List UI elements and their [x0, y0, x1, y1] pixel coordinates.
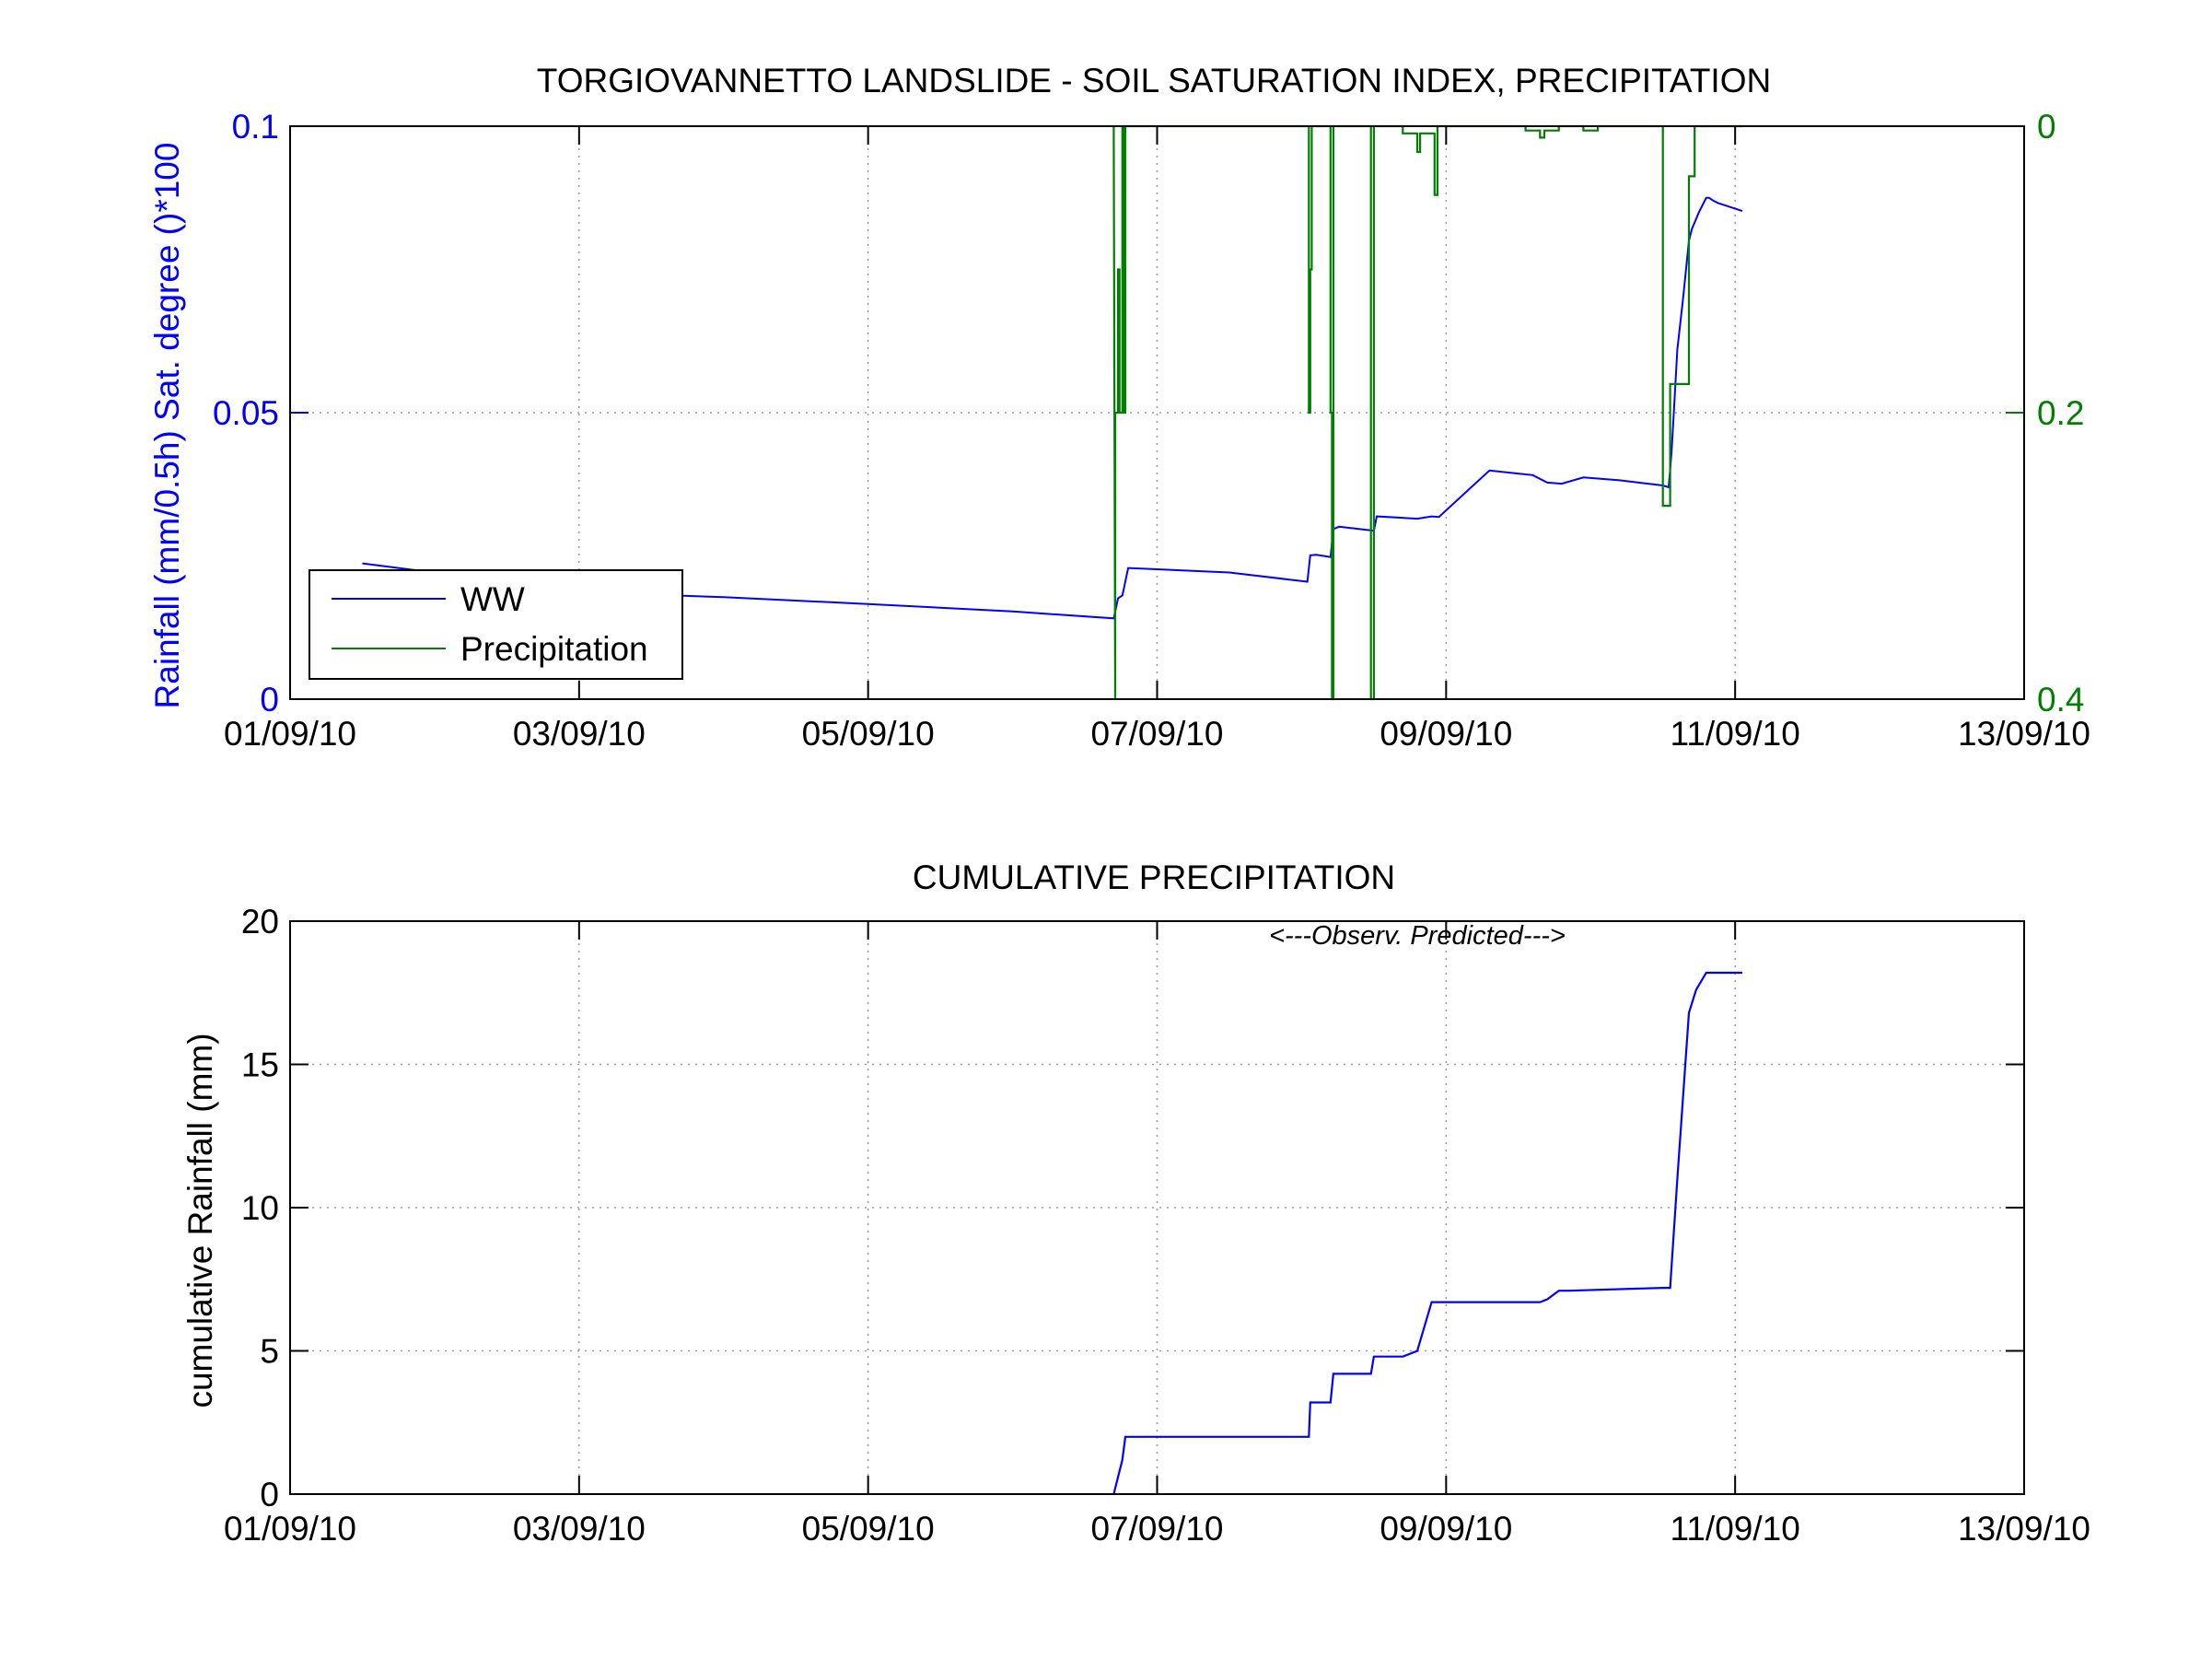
top-y-axis-label: Rainfall (mm/0.5h) Sat. degree ()*100: [148, 143, 186, 709]
x-tick-label: 03/09/10: [513, 1510, 646, 1548]
bottom-plot-frame: [289, 920, 2025, 1495]
y-tick-label: 0: [260, 1476, 279, 1513]
y-right-tick-label: 0.2: [2037, 394, 2084, 432]
legend-box: [309, 569, 683, 680]
legend-label-precipitation: Precipitation: [460, 630, 648, 668]
bottom-chart-title: CUMULATIVE PRECIPITATION: [913, 859, 1395, 896]
x-tick-label: 13/09/10: [1958, 715, 2090, 753]
top-chart: 01/09/10 03/09/10 05/09/10 07/09/10 09/09/10…: [148, 62, 2090, 753]
top-grid: [290, 126, 2024, 699]
y-tick-label: 10: [241, 1189, 279, 1227]
x-tick-label: 09/09/10: [1380, 1510, 1512, 1548]
y-left-tick-label: 0.1: [232, 108, 279, 146]
x-tick-label: 09/09/10: [1380, 715, 1512, 753]
observed-predicted-annotation: <---Observ. Predicted--->: [1269, 921, 1566, 951]
x-tick-label: 03/09/10: [513, 715, 646, 753]
x-tick-label: 11/09/10: [1671, 715, 1800, 753]
bottom-y-axis-label: cumulative Rainfall (mm): [181, 1033, 219, 1408]
x-tick-label: 01/09/10: [224, 715, 356, 753]
legend-label-ww: WW: [460, 580, 525, 618]
y-right-tick-label: 0.4: [2037, 681, 2084, 719]
top-plot-frame: [289, 125, 2025, 700]
bottom-tick-labels: 01/09/10 03/09/10 05/09/10 07/09/10 09/09/10…: [224, 903, 2090, 1548]
x-tick-label: 05/09/10: [802, 1510, 935, 1548]
bottom-grid: [290, 921, 2024, 1494]
y-tick-label: 20: [241, 903, 279, 940]
bottom-chart: 01/09/10 03/09/10 05/09/10 07/09/10 09/09/10…: [181, 859, 2090, 1548]
x-tick-label: 07/09/10: [1090, 1510, 1223, 1548]
y-tick-label: 5: [260, 1333, 279, 1371]
top-legend: WW Precipitation: [309, 569, 683, 680]
top-chart-title: TORGIOVANNETTO LANDSLIDE - SOIL SATURATI…: [537, 62, 1771, 99]
y-tick-label: 15: [241, 1046, 279, 1084]
x-tick-label: 13/09/10: [1958, 1510, 2090, 1548]
x-tick-label: 01/09/10: [224, 1510, 356, 1548]
x-tick-label: 07/09/10: [1090, 715, 1223, 753]
x-tick-label: 11/09/10: [1671, 1510, 1800, 1548]
bottom-series: [1112, 971, 1742, 1495]
series-line-cumulative-rainfall: [1112, 971, 1742, 1495]
y-left-tick-label: 0: [260, 681, 279, 719]
x-tick-label: 05/09/10: [802, 715, 935, 753]
top-tick-labels: 01/09/10 03/09/10 05/09/10 07/09/10 09/09/10…: [213, 108, 2090, 753]
y-left-tick-label: 0.05: [213, 394, 279, 432]
y-right-tick-label: 0: [2037, 108, 2056, 146]
